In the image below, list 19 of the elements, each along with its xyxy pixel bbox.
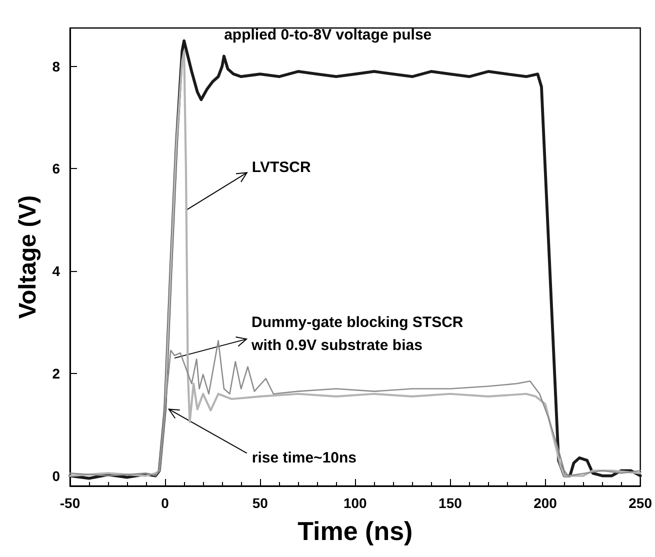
x-tick-label: 150 [438, 495, 462, 511]
y-tick-label: 0 [52, 468, 60, 484]
x-tick-label: 200 [534, 495, 558, 511]
x-axis-title: Time (ns) [298, 516, 413, 546]
y-tick-label: 2 [52, 365, 60, 382]
y-tick-label: 6 [52, 160, 60, 177]
y-axis-title: Voltage (V) [14, 195, 42, 319]
line-series [69, 340, 641, 476]
annotation: applied 0-to-8V voltage pulse [224, 26, 432, 44]
x-tick-label: 100 [343, 495, 368, 511]
x-tick-label: 50 [252, 495, 268, 511]
x-tick-label: -50 [60, 495, 80, 511]
x-tick-label: 250 [628, 495, 652, 511]
annotation: rise time~10ns [252, 450, 357, 467]
annotation: LVTSCR [252, 159, 311, 176]
y-tick-label: 4 [52, 263, 60, 280]
annotation: Dummy-gate blocking STSCR with 0.9V substrate bias [250, 314, 464, 354]
x-tick-label: 0 [161, 495, 170, 511]
y-tick-label: 8 [52, 58, 60, 74]
